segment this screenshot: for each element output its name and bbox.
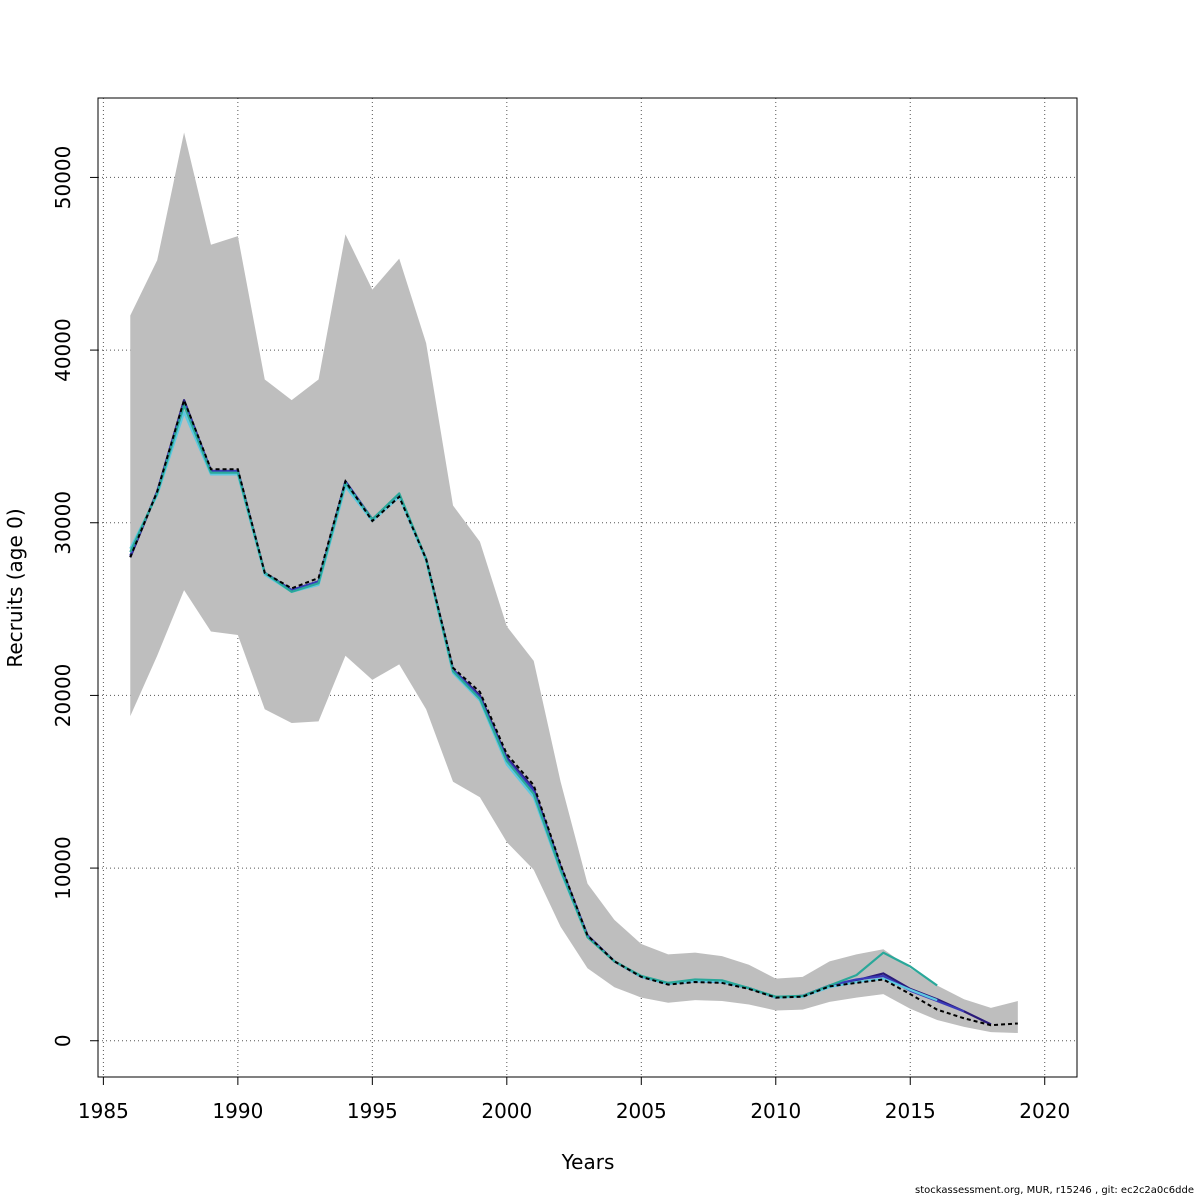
x-tick-label: 2000 xyxy=(481,1099,532,1123)
y-axis-label: Recruits (age 0) xyxy=(3,508,27,667)
footer-credit: stockassessment.org, MUR, r15246 , git: … xyxy=(915,1185,1194,1196)
x-tick-label: 2020 xyxy=(1019,1099,1070,1123)
x-axis: 1985 1990 1995 2000 2005 2010 2015 2020 xyxy=(78,1076,1070,1123)
y-tick-label: 10000 xyxy=(51,836,75,900)
series-layer xyxy=(129,397,1018,1027)
y-tick-label: 50000 xyxy=(51,146,75,210)
y-axis: 0 10000 20000 30000 40000 50000 xyxy=(51,146,99,1047)
x-tick-label: 2015 xyxy=(885,1099,936,1123)
y-tick-label: 40000 xyxy=(51,318,75,382)
x-axis-label: Years xyxy=(561,1150,615,1174)
y-tick-label: 30000 xyxy=(51,491,75,555)
x-tick-label: 1995 xyxy=(347,1099,398,1123)
x-tick-label: 1990 xyxy=(212,1099,263,1123)
y-tick-label: 20000 xyxy=(51,664,75,728)
x-tick-label: 2010 xyxy=(750,1099,801,1123)
base-series-line xyxy=(129,397,1018,1027)
x-tick-label: 1985 xyxy=(78,1099,129,1123)
x-tick-label: 2005 xyxy=(616,1099,667,1123)
confidence-band xyxy=(130,132,1018,1033)
confidence-band-layer xyxy=(130,132,1018,1033)
y-tick-label: 0 xyxy=(51,1034,75,1047)
